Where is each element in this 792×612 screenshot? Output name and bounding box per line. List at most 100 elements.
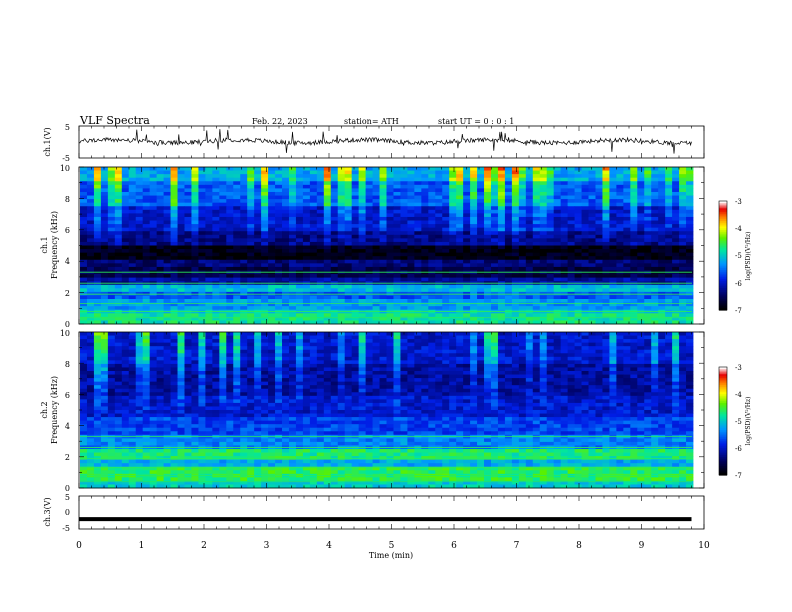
spectrogram-cell bbox=[525, 360, 534, 365]
spectrogram-cell bbox=[609, 320, 617, 325]
spectrogram-cell bbox=[602, 167, 610, 171]
spectrogram-cell bbox=[80, 191, 88, 196]
spectrogram-cell bbox=[316, 216, 325, 221]
spectrogram-cell bbox=[679, 284, 687, 289]
spectrogram-cell bbox=[247, 256, 255, 261]
spectrogram-cell bbox=[456, 213, 464, 218]
spectrogram-cell bbox=[198, 224, 206, 229]
spectrogram-cell bbox=[442, 245, 450, 250]
spectrogram-cell bbox=[247, 259, 255, 264]
spectrogram-cell bbox=[191, 263, 199, 268]
spectrogram-cell bbox=[609, 259, 617, 264]
spectrogram-cell bbox=[372, 170, 380, 175]
spectrogram-cell bbox=[497, 353, 506, 358]
spectrogram-cell bbox=[261, 199, 269, 204]
spectrogram-cell bbox=[100, 234, 109, 239]
spectrogram-cell bbox=[616, 256, 624, 261]
spectrogram-cell bbox=[254, 245, 262, 250]
spectrogram-cell bbox=[442, 284, 450, 289]
spectrogram-cell bbox=[351, 316, 360, 321]
spectrogram-cell bbox=[86, 342, 95, 347]
spectrogram-cell bbox=[602, 188, 610, 193]
spectrogram-cell bbox=[261, 277, 269, 282]
spectrogram-cell bbox=[205, 302, 213, 307]
spectrogram-cell bbox=[247, 266, 255, 271]
spectrogram-cell bbox=[393, 206, 401, 211]
spectrogram-cell bbox=[365, 181, 373, 186]
spectrogram-cell bbox=[539, 284, 548, 289]
spectrogram-cell bbox=[86, 213, 95, 218]
spectrogram-cell bbox=[560, 184, 569, 189]
spectrogram-cell bbox=[288, 335, 297, 340]
spectrogram-cell bbox=[407, 206, 415, 211]
spectrogram-cell bbox=[616, 299, 624, 303]
ch1-spec-prefix: ch.1 bbox=[40, 236, 49, 253]
spectrogram-cell bbox=[574, 249, 582, 254]
spectrogram-cell bbox=[560, 360, 569, 365]
spectrogram-cell bbox=[288, 263, 297, 268]
spectrogram-cell bbox=[80, 342, 88, 347]
spectrogram-cell bbox=[421, 209, 429, 214]
spectrogram-cell bbox=[86, 195, 95, 200]
spectrogram-cell bbox=[602, 299, 610, 303]
spectrogram-cell bbox=[581, 332, 589, 336]
spectrogram-cell bbox=[107, 174, 116, 179]
spectrogram-cell bbox=[219, 306, 227, 311]
spectrogram-cell bbox=[226, 177, 234, 182]
ch1-ytick-bottom: -5 bbox=[62, 154, 70, 163]
spectrogram-cell bbox=[365, 316, 373, 321]
spectrogram-cell bbox=[316, 302, 325, 307]
spectrogram-cell bbox=[288, 231, 297, 236]
spectrogram-cell bbox=[665, 299, 673, 303]
spectrogram-cell bbox=[316, 284, 325, 289]
spectrogram-cell bbox=[532, 306, 541, 311]
spectrogram-cell bbox=[393, 202, 401, 207]
spectrogram-cell bbox=[553, 191, 562, 196]
spectrogram-cell bbox=[100, 216, 109, 221]
spectrogram-cell bbox=[233, 245, 241, 250]
spectrogram-cell bbox=[351, 191, 360, 196]
spectrogram-cell bbox=[539, 231, 548, 236]
spectrogram-cell bbox=[609, 206, 617, 211]
spectrogram-cell bbox=[282, 353, 290, 358]
spectrogram-cell bbox=[261, 306, 269, 311]
spectrogram-cell bbox=[226, 288, 234, 293]
spectrogram-cell bbox=[435, 227, 443, 232]
spectrogram-cell bbox=[170, 256, 178, 261]
spectrogram-cell bbox=[658, 209, 666, 214]
spectrogram-cell bbox=[546, 241, 555, 246]
spectrogram-cell bbox=[323, 346, 332, 351]
spectrogram-cell bbox=[226, 181, 234, 186]
spectrogram-cell bbox=[135, 241, 144, 246]
spectrogram-cell bbox=[539, 274, 548, 279]
spectrogram-cell bbox=[379, 249, 387, 254]
spectrogram-cell bbox=[560, 174, 569, 179]
spectrogram-cell bbox=[149, 238, 158, 243]
spectrogram-cell bbox=[456, 245, 464, 250]
spectrogram-cell bbox=[588, 339, 596, 344]
spectrogram-cell bbox=[219, 224, 227, 229]
spectrogram-cell bbox=[372, 209, 380, 214]
spectrogram-cell bbox=[581, 360, 589, 365]
spectrogram-cell bbox=[546, 274, 555, 279]
spectrogram-cell bbox=[553, 346, 562, 351]
spectrogram-cell bbox=[247, 191, 255, 196]
spectrogram-cell bbox=[665, 356, 673, 361]
spectrogram-cell bbox=[268, 195, 276, 200]
spectrogram-cell bbox=[309, 227, 318, 232]
spectrogram-cell bbox=[184, 313, 192, 318]
spectrogram-cell bbox=[254, 231, 262, 236]
spectrogram-cell bbox=[651, 346, 659, 351]
spectrogram-cell bbox=[268, 224, 276, 229]
spectrogram-cell bbox=[316, 313, 325, 318]
spectrogram-cell bbox=[665, 266, 673, 271]
spectrogram-cell bbox=[595, 349, 603, 354]
spectrogram-cell bbox=[679, 191, 687, 196]
spectrogram-cell bbox=[261, 227, 269, 232]
colorbar-cell bbox=[719, 284, 727, 287]
spectrogram-cell bbox=[539, 263, 548, 268]
spectrogram-cell bbox=[504, 306, 513, 311]
spectrogram-cell bbox=[233, 259, 241, 264]
spectrogram-cell bbox=[149, 209, 158, 214]
spectrogram-cell bbox=[679, 274, 687, 279]
